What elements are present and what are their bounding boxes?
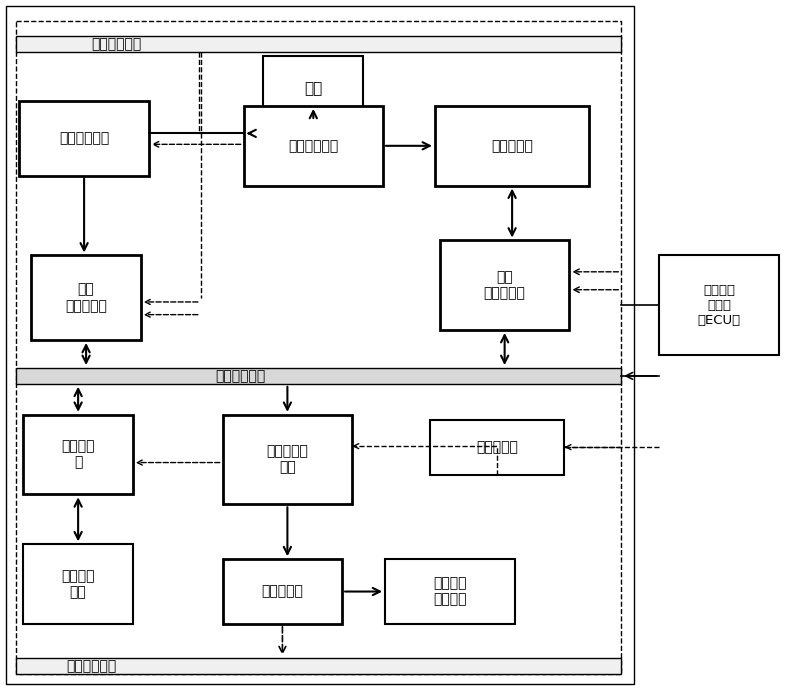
Bar (243, 106, 383, 186)
Bar (16, 21, 622, 673)
Bar (16, 36, 622, 52)
Text: 第三
直流变换器: 第三 直流变换器 (65, 283, 107, 313)
Bar (222, 559, 342, 624)
Text: 电网: 电网 (304, 81, 322, 96)
Text: 永磁同步
电机: 永磁同步 电机 (62, 569, 95, 599)
Bar (16, 658, 622, 673)
Text: 高压直流母线: 高压直流母线 (216, 369, 266, 383)
Bar (263, 56, 363, 121)
Bar (6, 6, 634, 684)
Text: 第一
直流变换器: 第一 直流变换器 (484, 270, 526, 300)
Bar (19, 101, 149, 176)
Bar (659, 256, 778, 355)
Bar (430, 420, 565, 475)
Bar (23, 544, 133, 624)
Bar (385, 559, 514, 624)
Bar (23, 414, 133, 494)
Bar (16, 368, 622, 384)
Text: 车况反馈器: 车况反馈器 (476, 440, 518, 454)
Text: 车载充电系统: 车载充电系统 (288, 139, 338, 153)
Bar (31, 256, 141, 340)
Text: 第一蓄电池: 第一蓄电池 (491, 139, 533, 153)
Text: 低压直流母线: 低压直流母线 (66, 659, 117, 673)
Text: 其它车载
配套设备: 其它车载 配套设备 (433, 576, 466, 607)
Text: 低压直流母线: 低压直流母线 (91, 37, 142, 51)
Text: 第二直流变
换器: 第二直流变 换器 (266, 444, 308, 475)
Bar (440, 240, 570, 330)
Text: 第二蓄电池: 第二蓄电池 (262, 584, 303, 598)
Text: 发动机控
制单元
（ECU）: 发动机控 制单元 （ECU） (698, 284, 741, 327)
Text: 驱动控制
器: 驱动控制 器 (62, 440, 95, 470)
Bar (222, 414, 352, 505)
Bar (435, 106, 590, 186)
Text: 太阳能电池组: 太阳能电池组 (59, 132, 110, 146)
